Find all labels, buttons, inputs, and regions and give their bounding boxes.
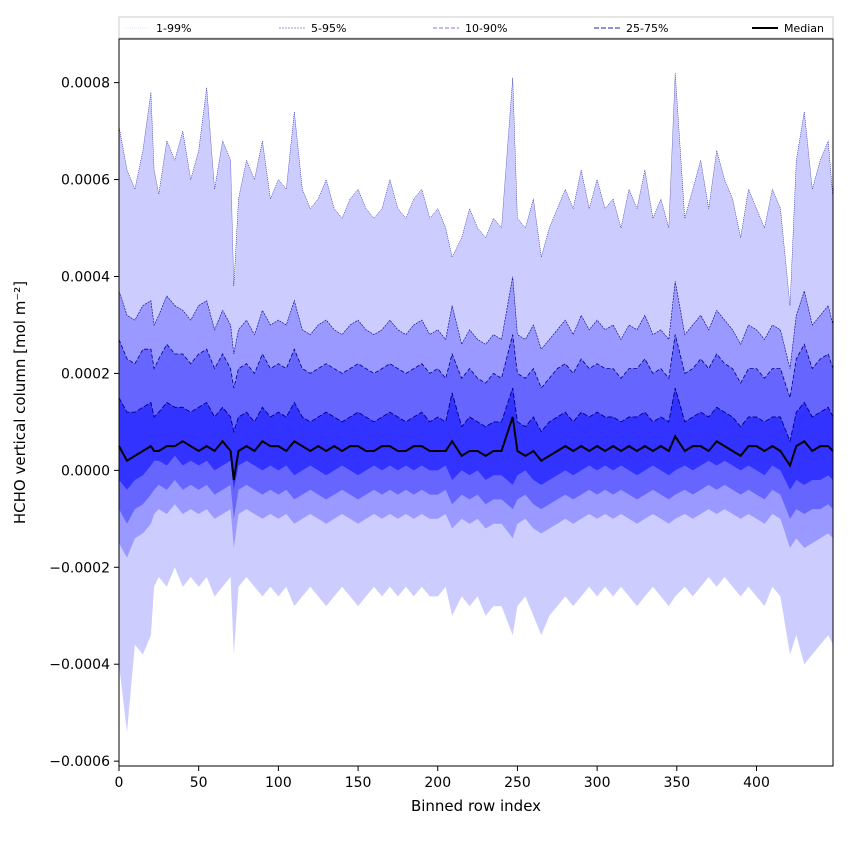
x-axis-label: Binned row index [411,797,541,815]
percentile-bands [119,72,833,733]
x-tick-label: 400 [743,775,770,791]
x-tick-label: 300 [584,775,611,791]
x-tick-label: 0 [115,775,124,791]
x-tick-label: 100 [265,775,292,791]
line-upper-5-95 [118,276,834,369]
x-tick-label: 150 [345,775,372,791]
y-axis-ticks: −0.0006 −0.0004 −0.0002 0.0000 0.0002 0.0004 0… [49,76,119,770]
line-median [118,416,834,481]
y-axis-label: HCHO vertical column [mol m⁻²] [11,281,29,524]
y-tick-label: 0.0008 [61,76,110,92]
legend-label-median: Median [784,22,824,35]
percentile-lines [118,72,834,481]
line-upper-25-75 [118,387,834,443]
plot-frame [118,38,834,767]
line-upper-10-90 [118,334,834,398]
legend-label-25-75: 25-75% [626,22,668,35]
legend: 1-99% 5-95% 10-90% 25-75% Median [118,16,834,39]
y-tick-label: 0.0000 [61,463,110,479]
legend-label-5-95: 5-95% [311,22,346,35]
x-tick-label: 250 [504,775,531,791]
band-25-75 [119,388,833,490]
legend-label-1-99: 1-99% [156,22,191,35]
x-tick-label: 350 [663,775,690,791]
y-tick-label: 0.0004 [61,269,110,285]
y-tick-label: −0.0002 [49,560,110,576]
legend-label-10-90: 10-90% [465,22,507,35]
x-tick-label: 200 [424,775,451,791]
y-tick-label: 0.0002 [61,366,110,382]
y-tick-label: −0.0004 [49,657,110,673]
y-tick-label: −0.0006 [49,754,110,770]
y-tick-label: 0.0006 [61,173,110,189]
legend-frame [118,16,834,39]
x-tick-label: 50 [190,775,208,791]
x-axis-ticks: 0 50 100 150 200 250 300 350 400 [115,766,770,791]
